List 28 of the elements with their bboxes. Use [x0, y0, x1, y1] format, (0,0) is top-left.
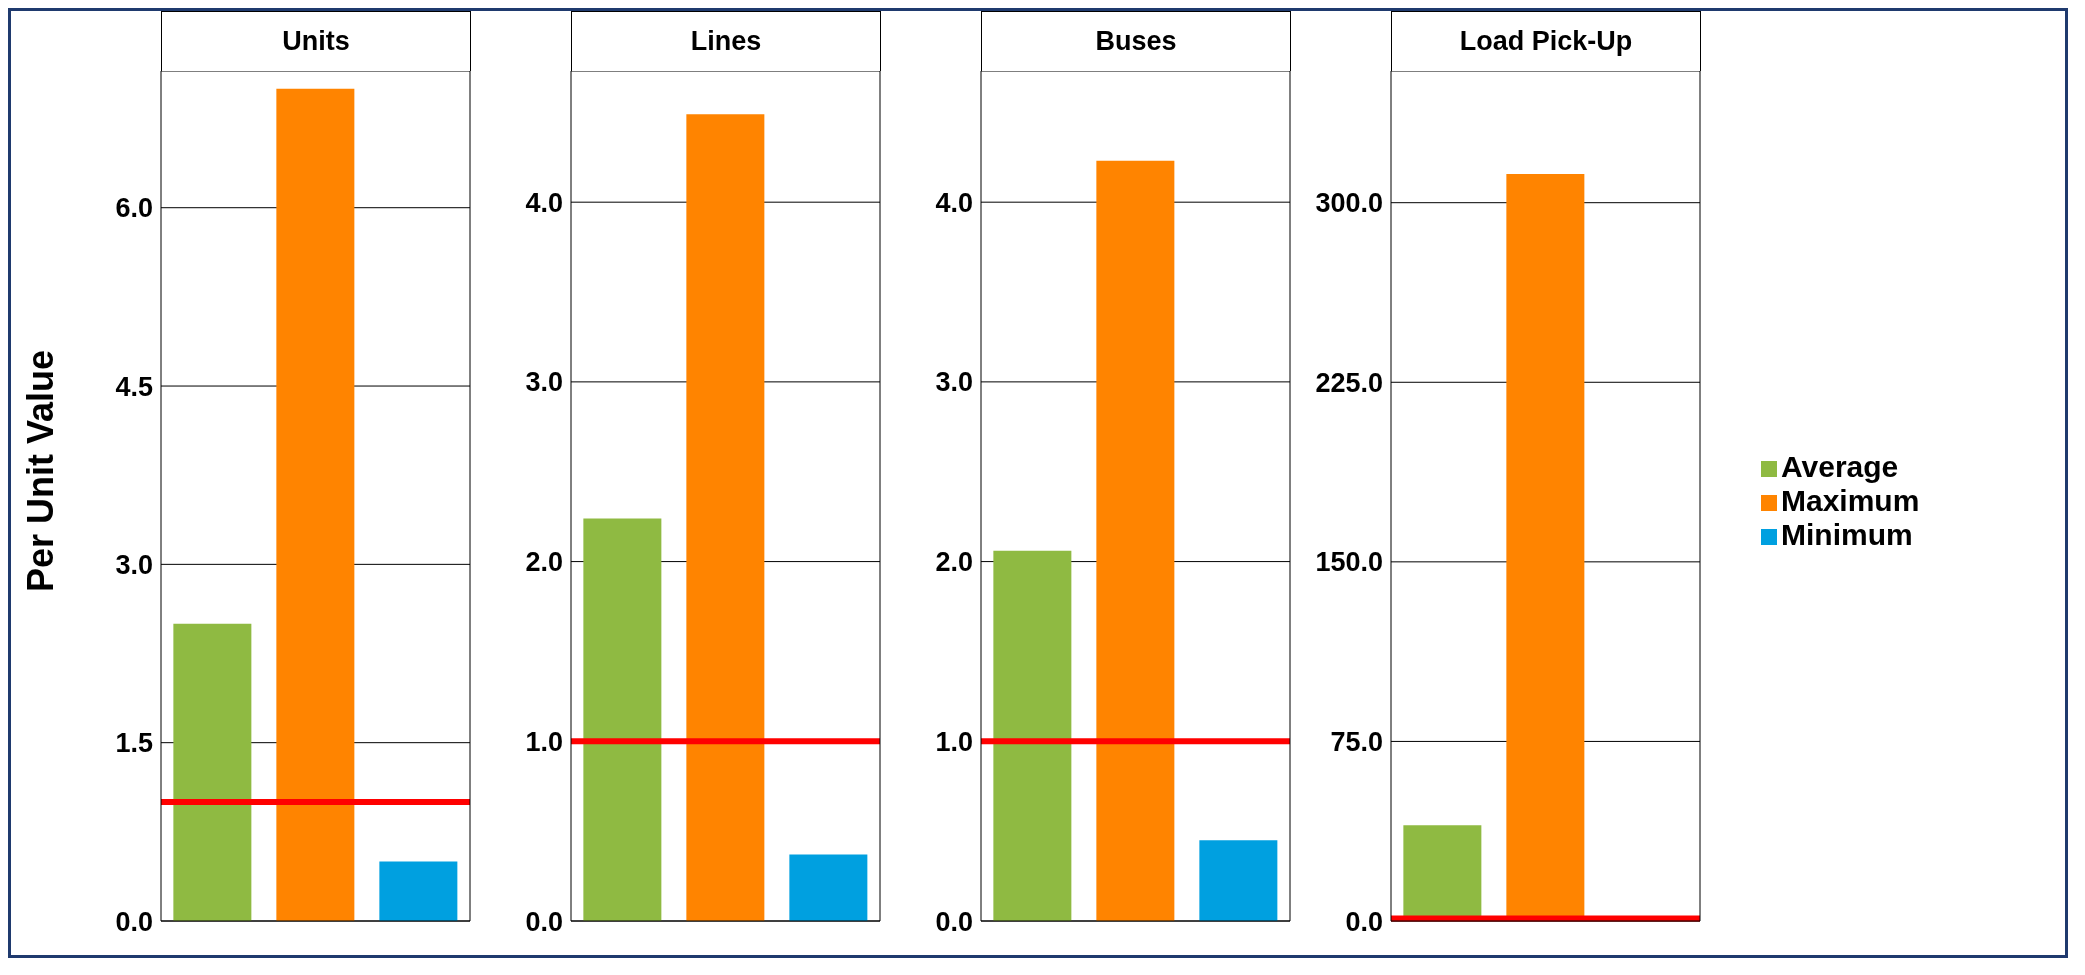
y-tick-label: 4.5: [115, 371, 153, 402]
y-tick-label: 3.0: [935, 367, 973, 398]
y-tick-label: 1.0: [935, 726, 973, 757]
y-tick-label: 75.0: [1330, 727, 1383, 758]
legend-label: Minimum: [1781, 518, 1913, 551]
chart-title: Buses: [981, 11, 1291, 71]
y-tick-label: 4.0: [935, 187, 973, 218]
legend-label: Average: [1781, 450, 1899, 483]
y-tick-label: 150.0: [1315, 547, 1383, 578]
y-tick-label: 0.0: [935, 906, 973, 937]
y-tick-label: 2.0: [935, 547, 973, 578]
y-tick-label: 1.0: [525, 726, 563, 757]
chart-title: Units: [161, 11, 471, 71]
y-tick-label: 6.0: [115, 193, 153, 224]
y-tick-label: 225.0: [1315, 367, 1383, 398]
y-tick-label: 300.0: [1315, 188, 1383, 219]
y-tick-label: 0.0: [525, 906, 563, 937]
y-tick-label: 0.0: [115, 906, 153, 937]
y-tick-label: 1.5: [115, 728, 153, 759]
y-tick-label: 3.0: [525, 367, 563, 398]
chart-title: Load Pick-Up: [1391, 11, 1701, 71]
y-tick-label: 4.0: [525, 187, 563, 218]
y-axis-title: Per Unit Value: [20, 349, 62, 593]
legend-label: Maximum: [1781, 484, 1920, 517]
y-tick-label: 2.0: [525, 547, 563, 578]
y-tick-label: 3.0: [115, 549, 153, 580]
y-tick-label: 0.0: [1345, 906, 1383, 937]
chart-title: Lines: [571, 11, 881, 71]
